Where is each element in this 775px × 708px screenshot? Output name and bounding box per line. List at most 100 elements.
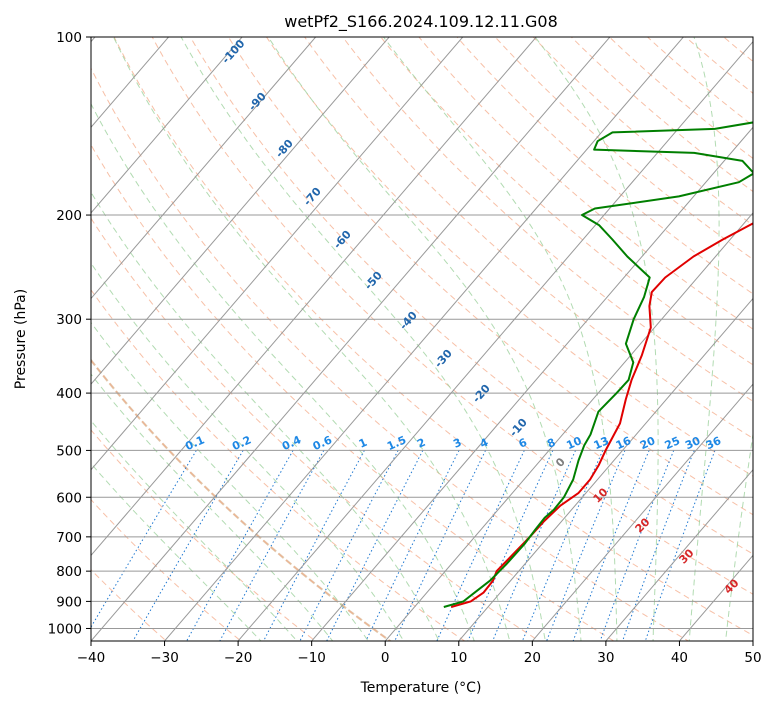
isotherm-line [91,37,611,641]
isotherm-line [531,383,753,641]
dewpoint-profile-line [443,121,753,608]
moist-adiabat-line [91,321,369,641]
dry-adiabat-line [570,37,753,193]
dry-adiabat-label: -10 [507,416,530,440]
dry-adiabat-line [418,37,753,330]
dry-adiabat-line [456,37,753,295]
isotherm-line [605,468,753,641]
dry-adiabat-line [687,0,775,675]
dry-adiabat-line [494,37,753,260]
dry-adiabat-line [189,37,753,555]
mixing-ratio-line [492,450,576,641]
moist-adiabat-label: 30 [677,546,697,566]
mixing-ratio-label: 30 [683,434,703,452]
x-tick-label: 30 [597,650,614,666]
x-axis-ticks: −40 −30 −20 −10 0 10 20 30 40 50 [77,641,762,666]
moist-adiabat-label: 40 [722,576,742,596]
moist-adiabat-line [267,37,582,641]
mixing-ratio-line [436,450,525,641]
isotherm-line [752,640,753,641]
isotherm-line [91,37,537,557]
dry-adiabats [91,0,775,675]
isotherm-line [237,40,753,641]
x-tick-label: 40 [671,650,688,666]
dry-adiabat-line [91,569,168,641]
x-tick-label: 20 [524,650,541,666]
mixing-ratio-label: 4 [478,436,491,451]
mixing-ratio-line [599,450,675,641]
y-tick-label: 900 [56,594,82,610]
x-axis-label: Temperature (°C) [360,680,482,696]
dry-adiabat-line [380,37,753,366]
y-tick-label: 1000 [48,621,82,637]
y-tick-label: 700 [56,530,82,546]
mixing-ratio-line [91,450,197,629]
moist-adiabat-line [91,262,405,641]
dry-adiabat-line [684,37,753,94]
dry-adiabat-line [91,217,541,641]
mixing-ratio-label: 2 [415,436,427,451]
isotherm-line [163,37,685,641]
mixing-ratio-line [326,450,424,641]
isotherm-line [384,212,753,641]
plot-frame [90,36,754,642]
mixing-ratio-label: 1 [357,436,369,451]
dry-adiabat-label: -20 [470,382,493,406]
isotherm-line [91,37,464,471]
isotherm-line [458,297,753,641]
dry-adiabat-line [91,143,615,641]
dry-adiabat-line [151,37,753,595]
dry-adiabat-line [720,0,775,675]
mixing-ratio-line [622,450,695,641]
dry-adiabat-line [304,37,753,439]
mixing-ratio-label: 25 [663,434,682,452]
dry-adiabat-label: -30 [432,347,455,371]
mixing-ratio-line [262,450,365,641]
mixing-ratio-line [365,450,460,641]
x-tick-label: −30 [150,650,179,666]
mixing-ratio-lines [91,450,716,641]
dry-adiabat-line [227,37,753,516]
y-axis-label: Pressure (hPa) [13,289,29,389]
moist-adiabat-line [91,373,334,641]
moist-adiabat-line [112,37,511,641]
moist-adiabat-line [688,37,720,641]
y-axis-ticks: 100 200 300 400 500 600 700 800 900 1000 [48,30,91,637]
isotherm-line [311,126,753,641]
y-tick-label: 800 [56,564,82,580]
mixing-ratio-line [219,450,325,641]
mixing-ratio-line [394,450,486,641]
dry-adiabat-line [91,359,391,641]
dry-adiabat-label: -100 [219,37,247,66]
mixing-ratio-label: 20 [638,434,658,452]
x-tick-label: 10 [450,650,467,666]
x-tick-label: −40 [77,650,106,666]
y-tick-label: 600 [56,490,82,506]
moist-adiabat-label: 10 [591,485,611,505]
dry-adiabat-line [91,429,317,641]
y-tick-label: 200 [56,208,82,224]
dry-adiabat-line [621,0,775,675]
moist-adiabat-line [180,37,546,641]
x-tick-label: 50 [744,650,761,666]
moist-adiabats [91,37,753,641]
isotherm-line [91,37,170,129]
moist-adiabat-line [91,462,262,641]
x-tick-label: 0 [381,650,390,666]
moist-adiabat-label: 0 [553,455,568,470]
dry-adiabat-line [342,37,753,402]
dry-adiabat-line [113,37,753,637]
moist-adiabat-line [91,419,298,641]
dry-adiabat-label: -60 [331,228,354,252]
moist-adiabat-label: 20 [633,515,653,535]
mixing-ratio-line [521,450,604,641]
dry-adiabat-line [91,498,242,641]
mixing-ratio-label: 36 [704,434,724,452]
mixing-ratio-label: 6 [517,436,530,451]
mixing-ratio-line [572,450,650,641]
moist-adiabat-line [91,102,475,641]
x-tick-label: −20 [224,650,253,666]
dry-adiabat-line [265,37,753,477]
mixing-ratio-label: 16 [614,434,634,452]
moist-adiabat-line [382,37,618,641]
